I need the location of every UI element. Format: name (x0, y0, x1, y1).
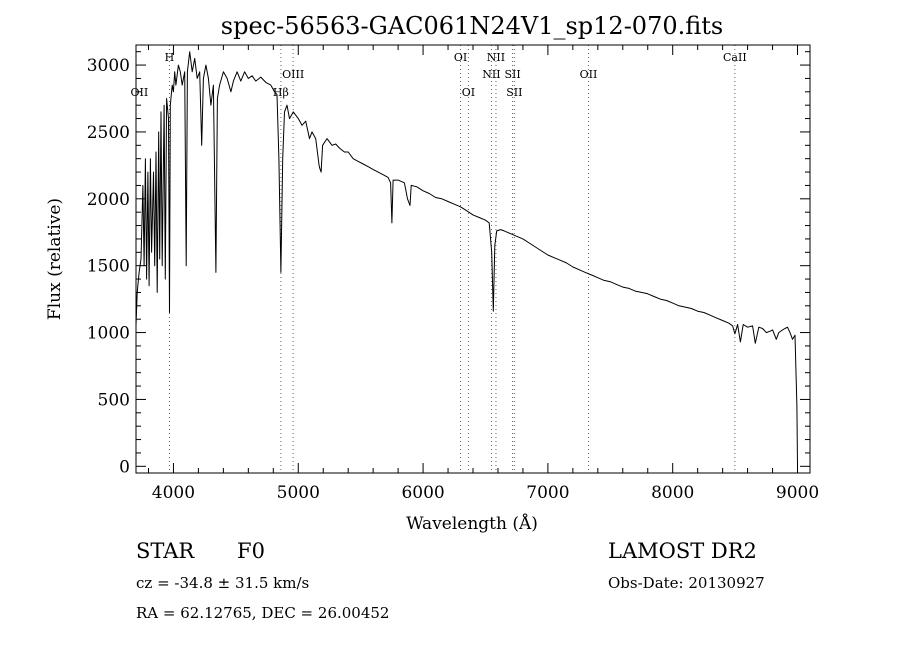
y-tick-label: 2500 (87, 123, 130, 143)
sky-coordinates: RA = 62.12765, DEC = 26.00452 (136, 604, 390, 622)
observation-date: Obs-Date: 20130927 (608, 574, 765, 592)
y-tick-label: 2000 (87, 190, 130, 210)
y-tick-label: 3000 (87, 56, 130, 76)
x-tick-label: 6000 (401, 483, 444, 503)
x-tick-label: 4000 (152, 483, 195, 503)
spectrum-line (135, 51, 798, 467)
spectral-line-label: Hβ (273, 86, 289, 99)
survey-name: LAMOST DR2 (608, 539, 757, 563)
y-tick-label: 1500 (87, 257, 130, 277)
spectral-subclass: F0 (237, 539, 265, 563)
plot-frame (135, 44, 811, 474)
spectral-line-label: NII (482, 68, 500, 81)
y-tick-label: 1000 (87, 324, 130, 344)
y-tick-label: 500 (98, 390, 130, 410)
spectral-line-label: OIII (282, 68, 304, 81)
spectral-line-label: H (165, 51, 175, 64)
spectral-line-label: CaII (723, 51, 747, 64)
y-tick-label: 0 (119, 457, 130, 477)
object-class: STAR (136, 539, 195, 563)
spectral-line-label: OII (580, 68, 598, 81)
y-axis-label: Flux (relative) (45, 198, 65, 320)
spectral-line-label: OI (462, 86, 475, 99)
x-tick-label: 9000 (776, 483, 819, 503)
spectrum-layer (135, 51, 798, 467)
x-axis-label: Wavelength (Å) (406, 513, 538, 534)
x-tick-label: 7000 (526, 483, 569, 503)
spectral-line-label: NII (487, 51, 505, 64)
spectral-line-label: OII (131, 86, 149, 99)
x-tick-label: 5000 (277, 483, 320, 503)
x-tick-label: 8000 (651, 483, 694, 503)
axis-ticks: 4000 5000 6000 7000 8000 9000 0 500 1000 1500 2000… (87, 45, 819, 503)
redshift-cz: cz = -34.8 ± 31.5 km/s (136, 574, 310, 592)
line-label-layer: OII H OIII Hβ OI OI NII NII SII SII OII CaII (131, 51, 747, 99)
chart-title: spec-56563-GAC061N24V1_sp12-070.fits (221, 12, 723, 40)
spectral-line-label: SII (506, 86, 522, 99)
line-marker-layer (168, 45, 736, 473)
spectral-line-label: OI (454, 51, 467, 64)
spectral-line-label: SII (504, 68, 520, 81)
